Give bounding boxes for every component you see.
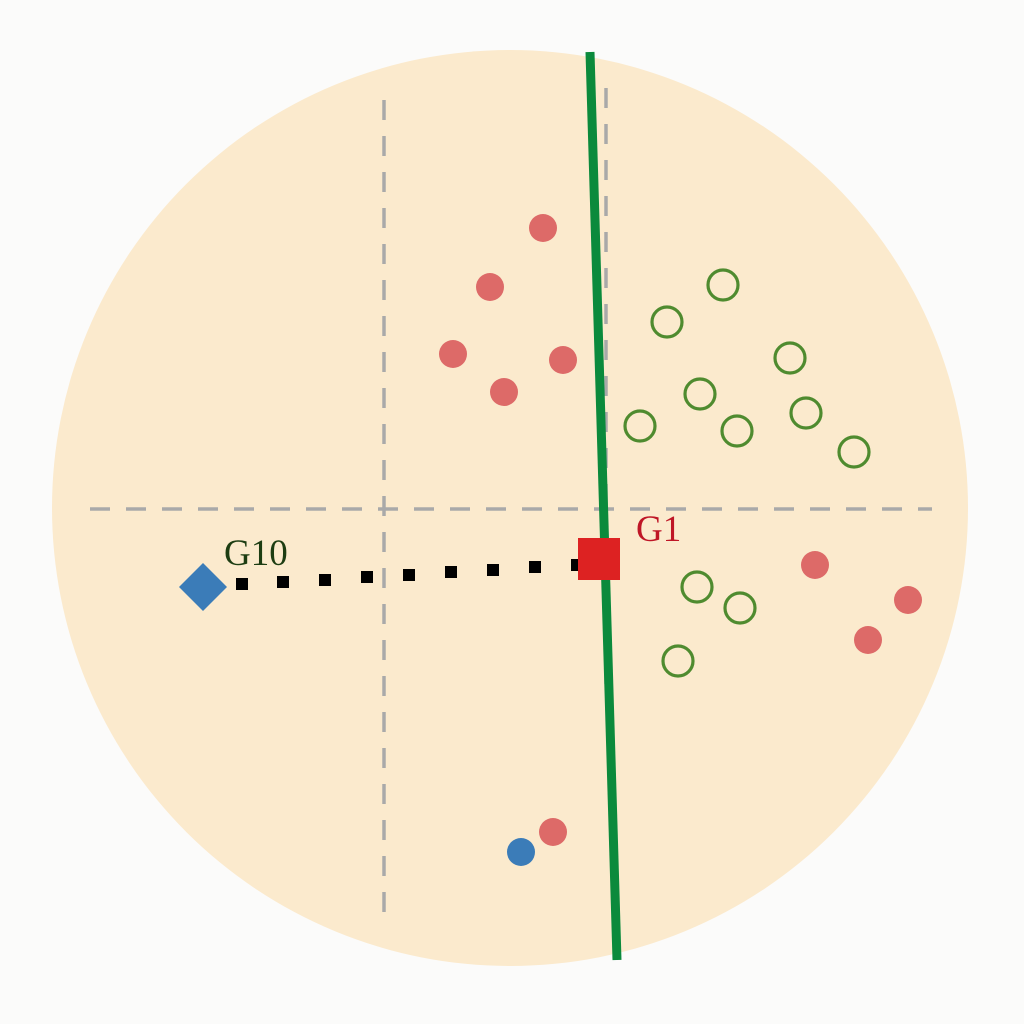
goal-square	[578, 538, 620, 580]
path-dot-6	[487, 564, 499, 576]
point-other-class-0	[507, 838, 535, 866]
point-negative-class-5	[623, 409, 657, 443]
point-positive-class-0	[529, 214, 557, 242]
point-positive-class-7	[854, 626, 882, 654]
start-label-g10: G10	[224, 533, 288, 574]
point-negative-class-9	[723, 591, 757, 625]
point-positive-class-1	[476, 273, 504, 301]
path-dot-2	[319, 574, 331, 586]
point-negative-class-8	[680, 570, 714, 604]
point-positive-class-4	[490, 378, 518, 406]
path-dot-3	[361, 571, 373, 583]
point-positive-class-8	[539, 818, 567, 846]
series-group	[439, 214, 922, 866]
point-positive-class-2	[439, 340, 467, 368]
path-dot-1	[277, 576, 289, 588]
unit-disk-region	[52, 50, 968, 966]
point-positive-class-5	[801, 551, 829, 579]
green-boundary-line	[585, 51, 622, 961]
start-diamond	[179, 563, 227, 611]
point-negative-class-4	[789, 396, 823, 430]
point-negative-class-7	[837, 435, 871, 469]
point-positive-class-3	[549, 346, 577, 374]
point-positive-class-6	[894, 586, 922, 614]
point-negative-class-0	[706, 268, 740, 302]
point-negative-class-2	[773, 341, 807, 375]
path-dot-7	[529, 561, 541, 573]
point-negative-class-6	[720, 414, 754, 448]
path-dot-5	[445, 566, 457, 578]
markers-group	[179, 538, 620, 611]
path-dot-4	[403, 569, 415, 581]
goal-label-g1: G1	[636, 509, 682, 550]
point-negative-class-3	[683, 377, 717, 411]
path-dot-0	[236, 578, 248, 590]
point-negative-class-1	[650, 305, 684, 339]
point-negative-class-10	[661, 644, 695, 678]
decision-boundary-line	[585, 51, 622, 961]
gridlines-group	[90, 88, 932, 916]
